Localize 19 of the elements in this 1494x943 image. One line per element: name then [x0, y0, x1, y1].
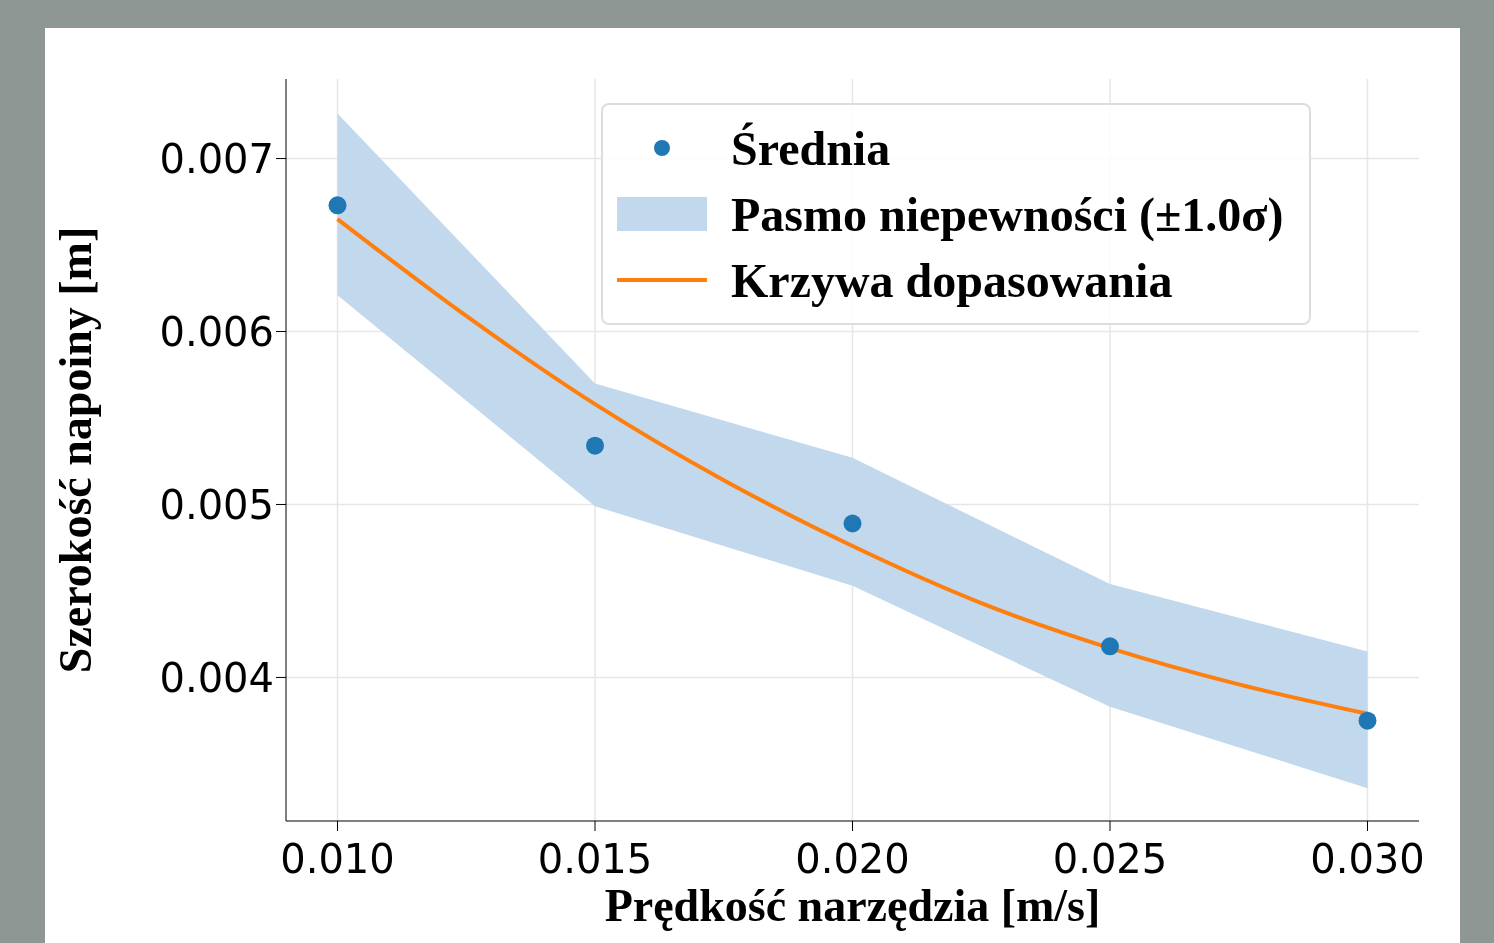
y-tick-label: 0.004	[159, 654, 274, 701]
legend-label: Pasmo niepewności (±1.0σ)	[731, 186, 1284, 242]
y-axis-title: Szerokość napoiny [m]	[50, 226, 102, 674]
y-tick-label: 0.007	[159, 135, 274, 182]
y-tick-label: 0.005	[159, 481, 274, 528]
x-tick-label: 0.020	[795, 836, 910, 883]
legend-label: Krzywa dopasowania	[731, 252, 1173, 308]
legend-label: Średnia	[731, 120, 891, 176]
x-tick-label: 0.010	[280, 836, 395, 883]
x-axis-title: Prędkość narzędzia [m/s]	[604, 880, 1101, 931]
x-tick-label: 0.025	[1052, 836, 1168, 883]
y-tick-label: 0.006	[159, 308, 274, 355]
x-tick-label: 0.030	[1310, 836, 1425, 883]
point	[586, 436, 604, 455]
x-tick-label: 0.015	[537, 836, 653, 883]
point	[328, 196, 347, 215]
point	[1101, 637, 1119, 656]
point	[1358, 711, 1377, 730]
point	[843, 514, 862, 533]
